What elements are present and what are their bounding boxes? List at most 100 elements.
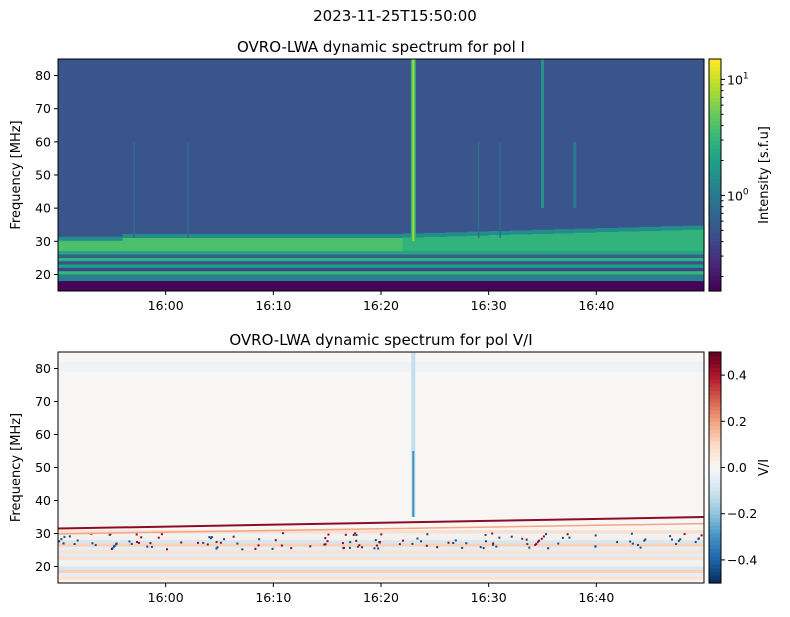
colorbar-step: [709, 182, 721, 188]
spectrum-speckle: [644, 538, 647, 541]
colorbar-step: [709, 175, 721, 180]
spectrum-speckle: [341, 542, 344, 545]
spectrum-speckle: [223, 538, 226, 541]
spectrum-cell: [402, 237, 425, 252]
colorbar-step: [709, 97, 721, 103]
spectrum-speckle: [670, 538, 673, 541]
colorbar-step: [709, 198, 721, 203]
spectrum-speckle: [544, 533, 547, 536]
spectrum-speckle: [348, 546, 351, 549]
spectrum-cell: [58, 559, 704, 564]
spectrum-speckle: [377, 547, 380, 550]
spectrum-speckle: [157, 536, 160, 539]
colorbar-step: [709, 494, 721, 499]
spectrum-cell: [251, 233, 274, 238]
spectrum-cell: [58, 257, 704, 262]
x-tick-label: 16:00: [148, 298, 184, 313]
spectrum-cell: [58, 550, 704, 554]
spectrum-speckle: [416, 537, 419, 540]
spectrum-speckle: [375, 544, 378, 547]
colorbar-step: [709, 482, 721, 488]
spectrum-speckle: [358, 544, 361, 547]
colorbar-step: [709, 390, 721, 395]
spectrum-speckle: [482, 547, 485, 550]
colorbar-step: [709, 171, 721, 176]
colorbar-step: [709, 287, 721, 292]
colorbar-label: V/I: [757, 459, 772, 476]
spectrum-heatmap: [58, 59, 705, 291]
spectrum-cell: [230, 237, 253, 252]
spectrum-speckle: [643, 539, 646, 542]
colorbar-step: [709, 74, 721, 79]
spectrum-cell: [144, 237, 167, 252]
colorbar-step: [709, 355, 721, 361]
colorbar-step: [709, 279, 721, 284]
figure-suptitle: 2023-11-25T15:50:00: [313, 7, 477, 25]
colorbar-step: [709, 378, 721, 384]
spectrum-cell: [424, 236, 447, 252]
colorbar-step: [709, 579, 721, 584]
colorbar-step: [709, 205, 721, 211]
spectrum-cell: [682, 229, 705, 252]
spectrum-cell: [553, 233, 576, 252]
spectrum-speckle: [616, 541, 619, 544]
spectrum-cell: [574, 232, 597, 252]
spectrum-speckle: [324, 543, 327, 546]
colorbar-step: [709, 82, 721, 87]
colorbar-step: [709, 502, 721, 507]
spectrum-cell: [639, 226, 662, 231]
colorbar: 100 101 Intensity [s.f.u]: [708, 58, 772, 292]
spectrum-cell: [424, 232, 447, 237]
colorbar-step: [709, 371, 721, 376]
colorbar-step: [709, 459, 721, 465]
spectrum-cell: [58, 576, 704, 580]
burst-1-core: [412, 451, 415, 517]
y-tick-label: 70: [35, 101, 51, 116]
spectrum-speckle: [420, 540, 423, 543]
y-tick-label: 60: [35, 427, 51, 442]
y-tick-label: 80: [35, 68, 51, 83]
y-tick-label: 40: [35, 493, 51, 508]
spectrum-cell: [531, 229, 554, 234]
spectrum-cell: [79, 236, 102, 241]
spectrum-speckle: [537, 540, 540, 543]
colorbar-step: [709, 475, 721, 480]
y-tick-label: 60: [35, 134, 51, 149]
spectrum-cell: [445, 232, 468, 237]
colorbar-step: [709, 471, 721, 476]
colorbar-step: [709, 267, 721, 273]
spectrum-cell: [273, 233, 296, 238]
colorbar-step: [709, 136, 721, 141]
spectrum-cell: [230, 233, 253, 238]
spectrum-cell: [58, 240, 81, 252]
colorbar-step: [709, 452, 721, 457]
spectrum-speckle: [594, 534, 597, 537]
spectrum-cell: [337, 237, 361, 252]
spectrum-speckle: [479, 546, 482, 549]
spectrum-speckle: [323, 543, 326, 546]
spectrum-speckle: [236, 542, 239, 545]
colorbar-step: [709, 128, 721, 134]
colorbar-step: [709, 398, 721, 403]
colorbar-step: [709, 363, 721, 368]
colorbar-step: [709, 429, 721, 434]
spectrum-speckle: [631, 542, 634, 545]
x-tick-label: 16:10: [255, 298, 291, 313]
spectrum-cell: [639, 230, 662, 252]
spectrum-speckle: [254, 547, 257, 550]
colorbar-step: [709, 217, 721, 222]
colorbar-step: [709, 62, 721, 68]
colorbar-step: [709, 213, 721, 219]
spectrum-speckle: [241, 548, 244, 551]
colorbar-step: [709, 394, 721, 399]
spectrum-speckle: [344, 533, 347, 536]
spectrum-speckle: [165, 548, 168, 551]
spectrum-speckle: [630, 532, 633, 535]
colorbar-step: [709, 132, 721, 137]
x-tick-label: 16:20: [363, 590, 399, 605]
spectrum-cell: [251, 237, 274, 252]
spectrum-speckle: [557, 542, 560, 545]
colorbar-step: [709, 529, 721, 534]
colorbar-step: [709, 202, 721, 207]
spectrum-speckle: [209, 537, 212, 540]
